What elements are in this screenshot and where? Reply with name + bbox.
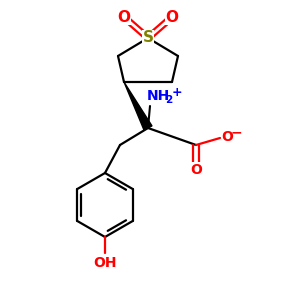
Text: 2: 2 bbox=[165, 95, 172, 105]
Text: OH: OH bbox=[93, 256, 117, 270]
Text: +: + bbox=[172, 86, 183, 100]
Text: O: O bbox=[166, 10, 178, 25]
Text: O: O bbox=[118, 10, 130, 25]
Text: O: O bbox=[221, 130, 233, 144]
Text: O: O bbox=[190, 163, 202, 177]
Text: NH: NH bbox=[147, 89, 170, 103]
Text: S: S bbox=[142, 31, 154, 46]
Text: −: − bbox=[231, 125, 243, 139]
Polygon shape bbox=[124, 82, 152, 130]
